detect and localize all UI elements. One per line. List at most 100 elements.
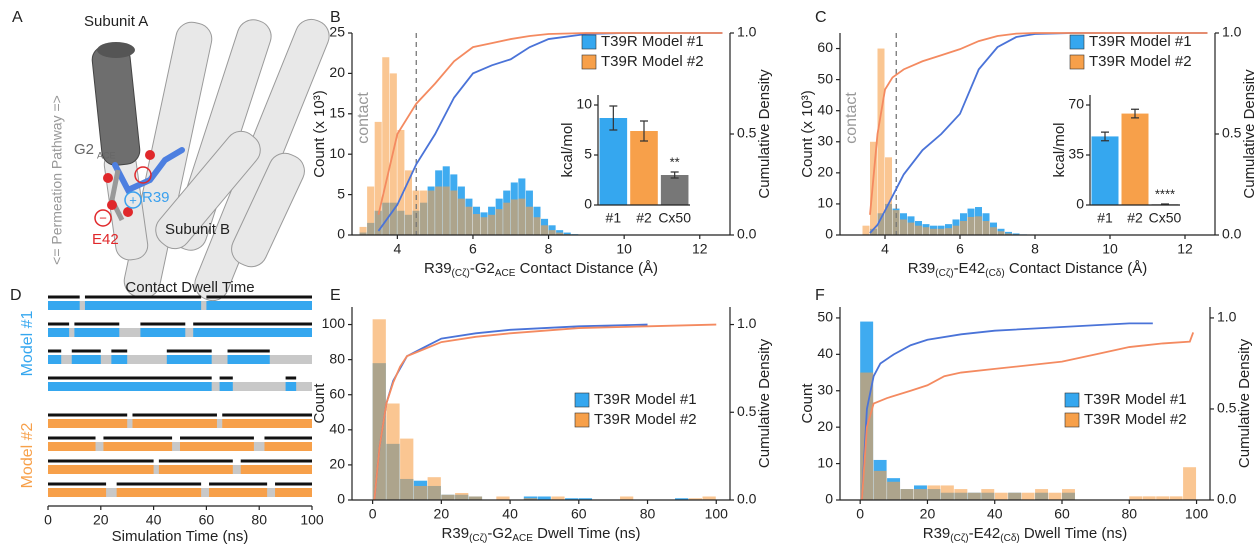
histogram-bar: [1129, 496, 1143, 500]
y2-tick-label: 0.5: [737, 125, 757, 141]
panel-letter: E: [330, 287, 341, 304]
histogram-bar: [877, 48, 885, 236]
histogram-bar: [1008, 492, 1022, 500]
y-tick-label: 20: [817, 418, 833, 434]
y-tick-label: 0: [825, 226, 833, 242]
histogram-bar: [480, 217, 488, 235]
contact-segment: [206, 301, 312, 310]
panel-letter: D: [10, 287, 22, 304]
histogram-bar: [945, 228, 952, 235]
label-part: ACE: [512, 533, 533, 544]
histogram-bar: [359, 226, 367, 235]
histogram-bar: [367, 186, 375, 235]
histogram-bar: [578, 498, 593, 500]
x-axis-label: Simulation Time (ns): [112, 528, 249, 545]
histogram-bar: [960, 221, 967, 235]
histogram-bar: [400, 438, 414, 500]
histogram-bar: [915, 225, 922, 235]
contact-segment: [48, 442, 96, 451]
subunit-b-label: Subunit B: [165, 221, 230, 238]
contact-segment: [209, 488, 268, 497]
histogram-bar: [374, 121, 382, 235]
x-tick-label: 4: [393, 241, 401, 257]
histogram-bar: [862, 225, 870, 235]
contact-segment: [285, 382, 297, 391]
inset-bar: [1121, 113, 1149, 205]
y-tick-label: 10: [817, 195, 833, 211]
histogram-bar: [450, 190, 458, 235]
y2-tick-label: 0.0: [737, 491, 757, 507]
x-tick-label: 0: [44, 512, 52, 528]
subunit-a-label: Subunit A: [84, 13, 148, 30]
histogram-bar: [510, 199, 518, 235]
inset-y-tick-label: 0: [584, 196, 592, 212]
inset-y-tick-label: 35: [1068, 146, 1084, 162]
histogram-bar: [702, 496, 716, 500]
x-axis-label: R39(Cζ)-G2ACE Contact Distance (Å): [424, 260, 658, 279]
legend-label: T39R Model #2: [601, 53, 704, 70]
y2-tick-label: 0.0: [1217, 491, 1237, 507]
legend-swatch: [1064, 392, 1080, 408]
histogram-bar: [551, 496, 565, 500]
x-tick-label: 60: [199, 512, 215, 528]
contact-segment: [275, 488, 312, 497]
legend-label: T39R Model #1: [1084, 391, 1187, 408]
label-part: -G2: [487, 525, 512, 542]
structure-panel: A Subunit A Subunit B <= Permeation Path…: [12, 9, 330, 302]
y2-axis-label: Cumulative Density: [756, 338, 773, 468]
y-tick-label: 100: [322, 315, 346, 331]
label-part: R39: [442, 525, 470, 542]
contact-segment: [48, 419, 128, 428]
histogram-bar: [441, 494, 455, 500]
histogram-bar: [565, 498, 579, 500]
x-tick-label: 12: [692, 241, 708, 257]
x-tick-label: 8: [545, 241, 553, 257]
contact-segment: [71, 355, 101, 364]
histogram-bar: [967, 492, 981, 500]
histogram-bar: [954, 489, 968, 500]
histogram-bar: [982, 221, 990, 235]
x-tick-label: 60: [571, 506, 587, 522]
panel-letter: C: [815, 9, 827, 26]
raster-title: Contact Dwell Time: [125, 279, 254, 296]
label-part: Dwell Time (ns): [533, 525, 641, 542]
x-tick-label: 4: [881, 241, 889, 257]
contact-segment: [48, 328, 70, 337]
contact-segment: [48, 382, 212, 391]
histogram-bar: [556, 232, 564, 235]
group-label: Model #1: [19, 310, 36, 376]
histogram-bar: [1021, 492, 1035, 500]
label-part: -E42: [969, 525, 1001, 542]
histogram-bar: [442, 186, 450, 235]
cumulative-line: [373, 323, 717, 501]
y2-tick-label: 1.0: [737, 24, 757, 40]
histogram-bar: [455, 492, 469, 500]
x-tick-label: 40: [987, 506, 1003, 522]
histogram-bar: [412, 190, 420, 235]
histogram-bar: [940, 485, 954, 500]
x-axis-label: R39(Cζ)-E42(Cδ) Dwell Time (ns): [923, 525, 1127, 544]
x-tick-label: 0: [369, 506, 377, 522]
y-axis-label: Count: [311, 383, 328, 424]
histogram-bar: [1183, 467, 1197, 500]
legend-swatch: [1069, 34, 1085, 50]
histogram-bar: [930, 228, 937, 235]
histogram-bar: [427, 190, 435, 235]
error-bar: [1101, 131, 1109, 142]
contact-segment: [48, 301, 80, 310]
legend-label: T39R Model #1: [594, 391, 697, 408]
cumulative-line: [377, 32, 723, 216]
pathway-label: <= Permeation Pathway =>: [49, 95, 65, 265]
e42-label: E42: [92, 231, 119, 248]
label-part: R39: [424, 260, 452, 277]
legend-swatch: [1064, 412, 1080, 428]
histogram-bar: [427, 477, 441, 500]
histogram-bar: [620, 496, 634, 500]
contact-segment: [74, 328, 120, 337]
inset-y-tick-label: 5: [584, 146, 592, 162]
y-tick-label: 50: [817, 70, 833, 86]
label-part: (Cζ): [469, 533, 487, 544]
contact-segment: [116, 488, 202, 497]
contact-segment: [222, 419, 312, 428]
legend-swatch: [581, 34, 597, 50]
